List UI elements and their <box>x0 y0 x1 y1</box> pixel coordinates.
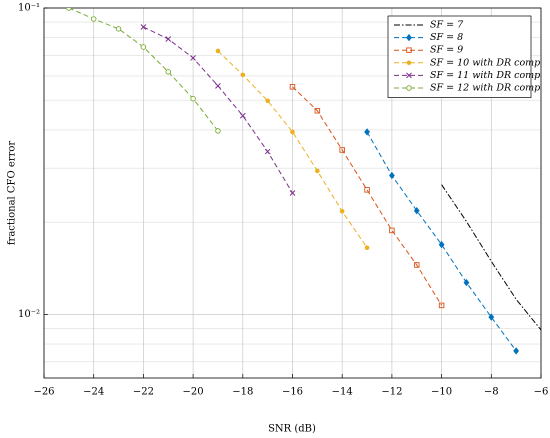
data-point <box>438 240 445 249</box>
data-point <box>140 44 147 50</box>
data-point <box>215 128 221 134</box>
data-point <box>140 24 147 30</box>
legend: SF = 7SF = 8 SF = 9SF = 10 with DR comp SF… <box>387 15 540 98</box>
x-tick-label: −18 <box>232 387 253 398</box>
data-point <box>364 245 370 251</box>
legend-label: SF = 8 <box>430 32 463 43</box>
data-point <box>438 302 445 309</box>
data-point <box>289 190 296 196</box>
data-point <box>239 112 246 119</box>
data-point <box>364 128 370 136</box>
x-tick-label: −16 <box>282 387 303 398</box>
x-tick-label: −10 <box>431 387 452 398</box>
data-point <box>289 84 296 90</box>
data-point <box>339 147 345 153</box>
x-axis-label: SNR (dB) <box>268 424 316 435</box>
legend-marker <box>406 60 412 66</box>
data-point <box>240 72 246 78</box>
x-tick-label: −6 <box>534 387 549 398</box>
series <box>441 184 541 331</box>
x-tick-label: −14 <box>332 387 353 398</box>
legend-marker <box>406 47 412 53</box>
series <box>289 84 445 309</box>
x-tick-label: −26 <box>33 387 54 398</box>
data-point <box>265 98 270 104</box>
legend-marker <box>406 33 412 42</box>
data-point <box>66 8 72 11</box>
legend-label: SF = 11 with DR comp <box>430 70 540 81</box>
series-line <box>292 86 443 306</box>
data-point <box>389 171 395 180</box>
legend-marker <box>406 85 412 91</box>
data-point <box>315 168 320 174</box>
data-point <box>389 227 395 234</box>
legend-label: SF = 10 with DR comp <box>430 57 540 68</box>
data-point <box>488 313 495 321</box>
data-point <box>190 55 196 61</box>
y-tick-label: 10⁻² <box>18 309 40 320</box>
series <box>215 48 370 251</box>
legend-label: SF = 7 <box>430 20 464 31</box>
data-point <box>364 187 370 193</box>
data-point <box>264 148 271 155</box>
legend-box <box>387 15 532 98</box>
data-point <box>215 48 221 54</box>
data-point <box>413 207 420 215</box>
data-point <box>414 262 420 268</box>
data-point <box>190 95 196 102</box>
data-point <box>215 83 221 89</box>
data-point <box>165 69 171 75</box>
x-tick-label: −8 <box>484 387 499 398</box>
x-tick-label: −20 <box>183 387 204 398</box>
series <box>140 24 296 196</box>
x-tick-label: −24 <box>83 387 104 398</box>
data-point <box>90 16 97 22</box>
data-point <box>314 108 321 114</box>
legend-label: SF = 9 <box>430 45 463 56</box>
data-point <box>463 278 470 287</box>
x-tick-label: −22 <box>133 387 154 398</box>
data-point <box>115 26 122 32</box>
y-axis-label: fractional CFO error <box>7 141 18 246</box>
plot-frame <box>43 7 542 379</box>
data-point <box>339 209 345 214</box>
data-point <box>513 347 520 355</box>
data-point <box>165 36 172 42</box>
series <box>66 8 221 134</box>
legend-marker <box>406 72 412 79</box>
data-point <box>290 129 295 135</box>
x-tick-label: −12 <box>381 387 402 398</box>
series-line <box>441 184 541 331</box>
legend-label: SF = 12 with DR comp <box>430 83 540 94</box>
series <box>364 128 520 355</box>
y-tick-label: 10⁻¹ <box>18 3 40 14</box>
